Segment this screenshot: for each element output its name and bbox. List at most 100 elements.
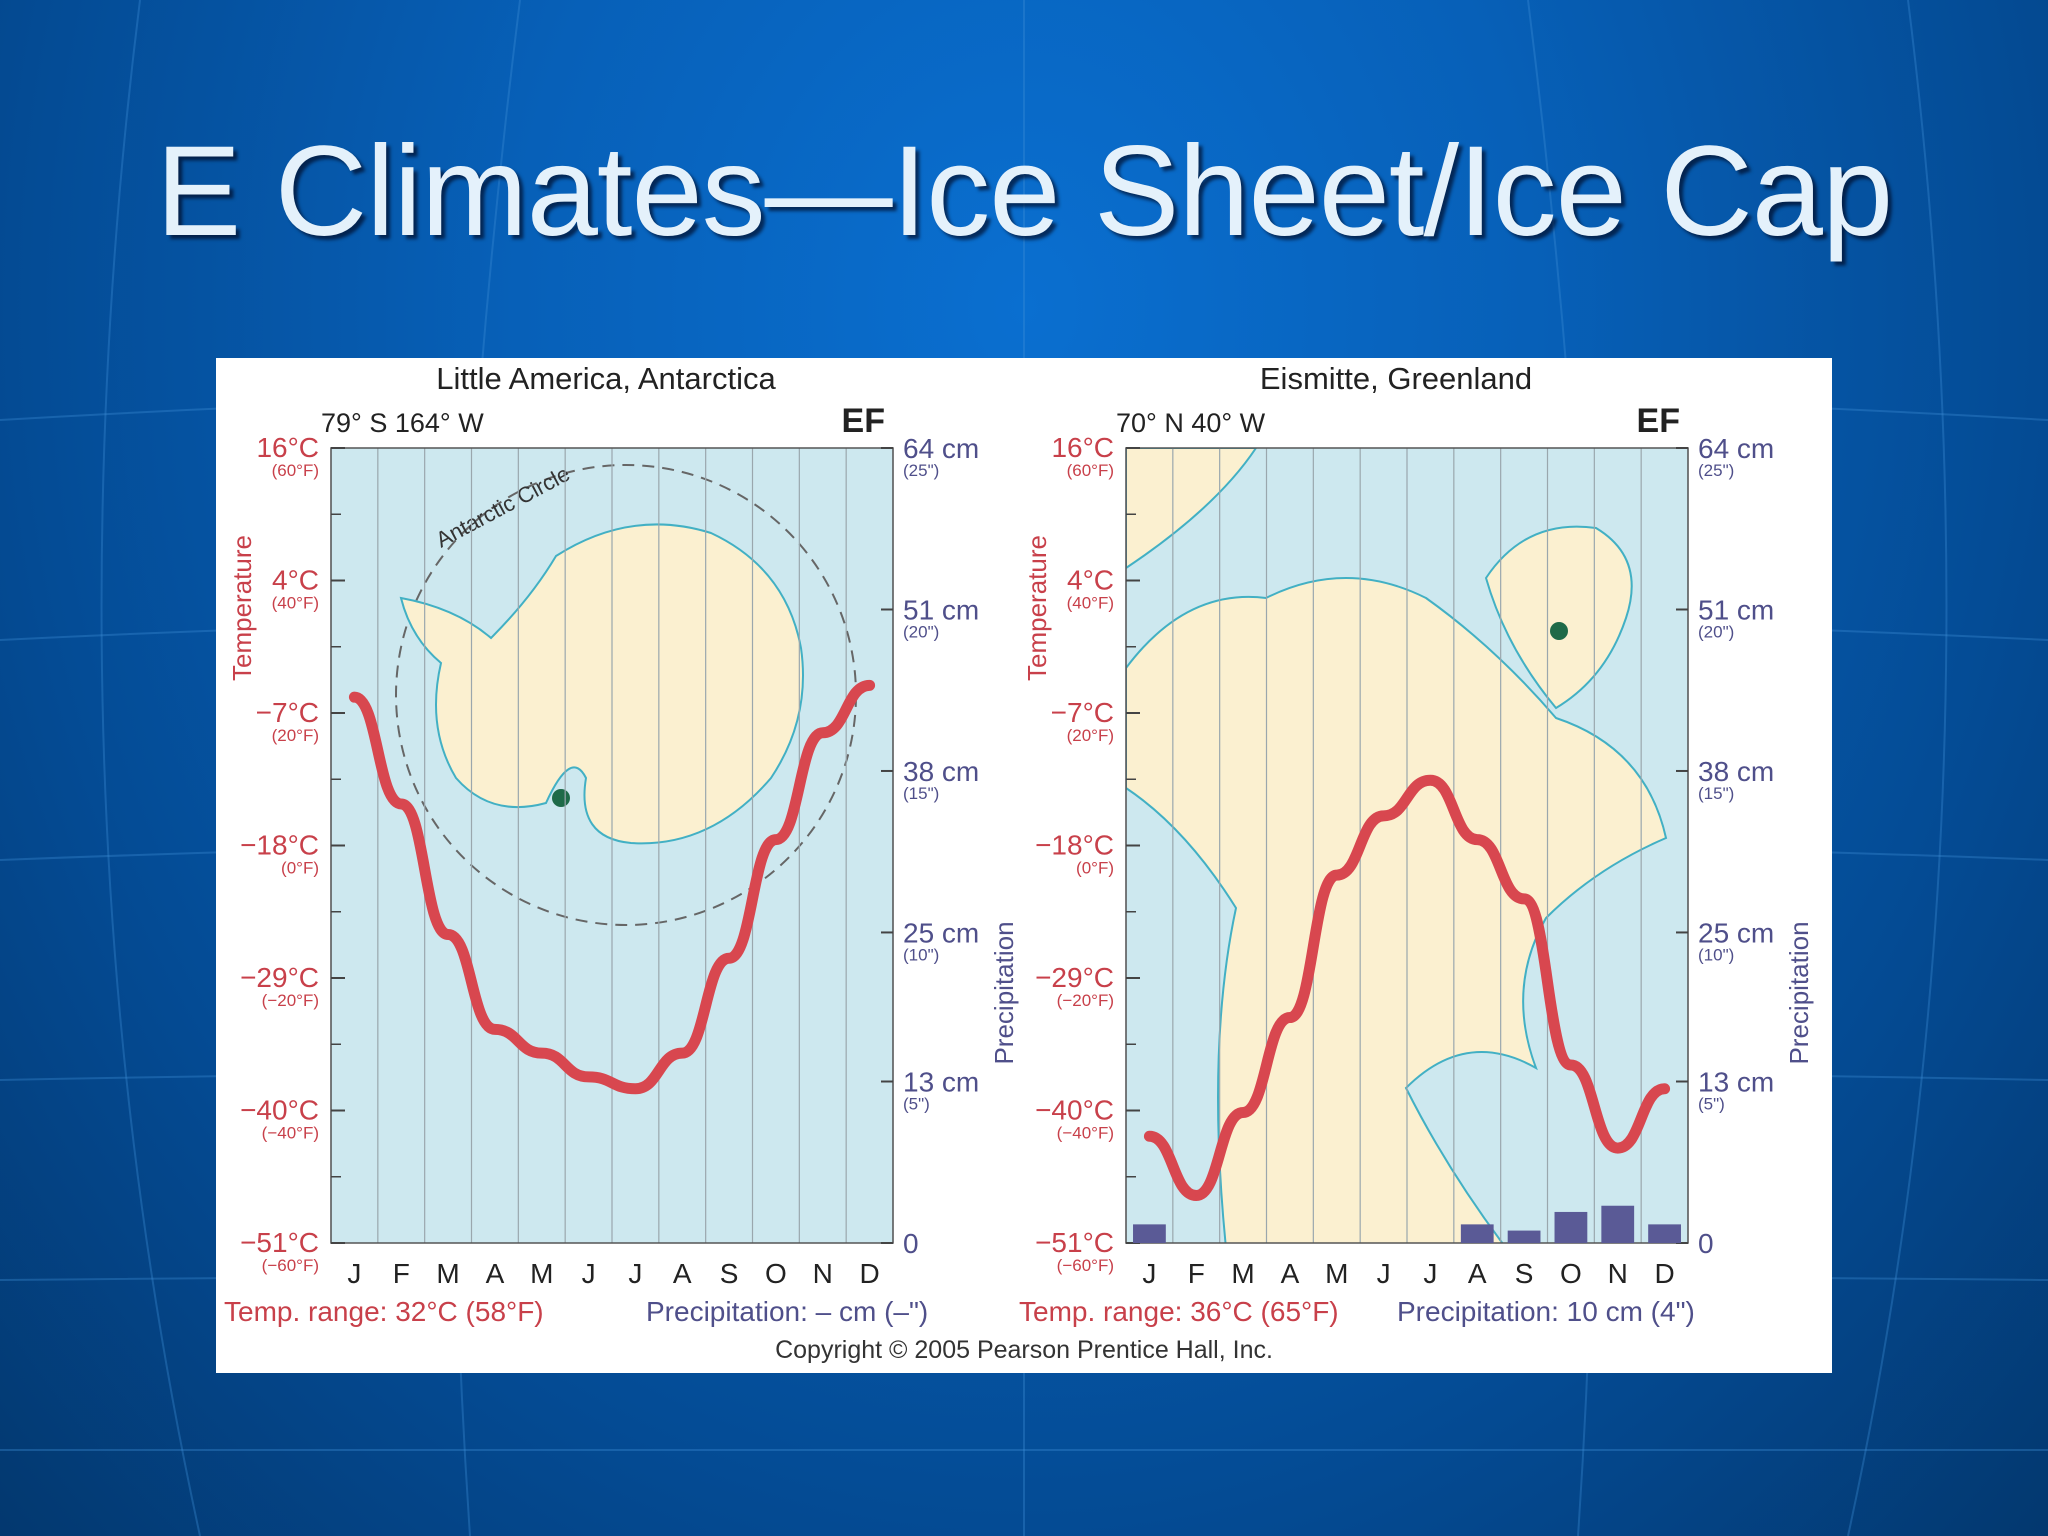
- slide-title: E Climates—Ice Sheet/Ice Cap: [155, 120, 1893, 263]
- antarctica-landmass: [399, 523, 804, 845]
- temperature-point: [1429, 779, 1432, 782]
- month-label: M: [1231, 1258, 1254, 1289]
- chart-title: Eismitte, Greenland: [1260, 361, 1532, 396]
- climograph-figure: Copyright © 2005 Pearson Prentice Hall, …: [224, 361, 1814, 1364]
- temperature-point: [353, 696, 356, 699]
- month-label: D: [1654, 1258, 1674, 1289]
- temperature-point: [587, 1075, 590, 1078]
- temp-tick-label-f: (0°F): [281, 859, 319, 878]
- temperature-line: [348, 679, 876, 1095]
- precip-tick-label-in: (15"): [1698, 784, 1734, 803]
- greenland-landmass: [1484, 525, 1633, 710]
- precip-bar: [1601, 1205, 1635, 1243]
- temp-tick-label-c: 16°C: [256, 432, 319, 463]
- precipitation-axis-title: Precipitation: [989, 921, 1019, 1064]
- precip-tick-label-cm: 64 cm: [903, 433, 979, 464]
- temp-tick-label-c: −7°C: [1051, 697, 1114, 728]
- copyright-text: Copyright © 2005 Pearson Prentice Hall, …: [775, 1336, 1273, 1364]
- precip-tick-label-cm: 0: [1698, 1228, 1714, 1259]
- chart-title: Little America, Antarctica: [436, 361, 776, 396]
- temp-tick-label-f: (−20°F): [262, 991, 319, 1010]
- precip-bar: [1507, 1230, 1541, 1243]
- station-coordinates: 70° N 40° W: [1116, 408, 1266, 438]
- temp-tick-label-f: (−40°F): [1057, 1124, 1114, 1143]
- precip-tick-label-cm: 25 cm: [1698, 917, 1774, 948]
- precip-tick-label-in: (25"): [1698, 461, 1734, 480]
- temperature-point: [1523, 897, 1526, 900]
- temperature-point: [1288, 1016, 1291, 1019]
- temp-tick-label-f: (−60°F): [262, 1256, 319, 1275]
- temp-tick-label-f: (−60°F): [1057, 1256, 1114, 1275]
- temp-tick-label-c: 4°C: [1067, 565, 1114, 596]
- month-label: A: [673, 1258, 692, 1289]
- temp-tick-label-c: −7°C: [256, 697, 319, 728]
- month-label: J: [628, 1258, 642, 1289]
- temp-tick-label-c: −40°C: [1035, 1095, 1114, 1126]
- temperature-point: [728, 957, 731, 960]
- temp-tick-label-c: −18°C: [1035, 830, 1114, 861]
- precip-bar: [1460, 1224, 1494, 1243]
- precip-tick-label-in: (5"): [903, 1095, 930, 1114]
- precipitation-axis-title-right: Precipitation: [1784, 921, 1814, 1064]
- month-label: F: [1188, 1258, 1205, 1289]
- station-marker: [552, 789, 570, 807]
- month-label: J: [582, 1258, 596, 1289]
- temp-range-text: Temp. range: 36°C (65°F): [1019, 1296, 1339, 1327]
- temp-tick-label-c: −51°C: [1035, 1227, 1114, 1258]
- month-label: M: [1325, 1258, 1348, 1289]
- precip-tick-label-cm: 25 cm: [903, 917, 979, 948]
- temperature-point: [1616, 1147, 1619, 1150]
- month-label: N: [1608, 1258, 1628, 1289]
- temperature-point: [634, 1087, 637, 1090]
- month-label: J: [1142, 1258, 1156, 1289]
- temperature-point: [774, 838, 777, 841]
- temp-tick-label-c: −29°C: [240, 962, 319, 993]
- temperature-point: [447, 933, 450, 936]
- temp-tick-label-f: (60°F): [1067, 461, 1114, 480]
- month-label: M: [436, 1258, 459, 1289]
- precip-tick-label-in: (15"): [903, 784, 939, 803]
- month-label: N: [813, 1258, 833, 1289]
- temperature-point: [868, 684, 871, 687]
- station-coordinates: 79° S 164° W: [321, 408, 484, 438]
- climograph-1: Antarctic Circle16°C(60°F)4°C(40°F)−7°C(…: [224, 361, 1019, 1327]
- month-label: D: [859, 1258, 879, 1289]
- temp-tick-label-f: (−20°F): [1057, 991, 1114, 1010]
- temp-tick-label-c: 4°C: [272, 565, 319, 596]
- precip-total-text: Precipitation: – cm (–"): [646, 1296, 928, 1327]
- month-label: A: [486, 1258, 505, 1289]
- precip-tick-label-cm: 38 cm: [1698, 756, 1774, 787]
- precip-tick-label-cm: 51 cm: [903, 594, 979, 625]
- temp-tick-label-c: −29°C: [1035, 962, 1114, 993]
- precip-tick-label-cm: 64 cm: [1698, 433, 1774, 464]
- month-label: J: [1423, 1258, 1437, 1289]
- precip-tick-label-in: (10"): [903, 945, 939, 964]
- temp-tick-label-f: (20°F): [1067, 726, 1114, 745]
- temperature-point: [1148, 1135, 1151, 1138]
- climate-code: EF: [842, 402, 885, 440]
- temperature-axis-title: Temperature: [227, 535, 257, 681]
- temperature-point: [1476, 838, 1479, 841]
- temp-tick-label-c: 16°C: [1051, 432, 1114, 463]
- temp-tick-label-f: (−40°F): [262, 1124, 319, 1143]
- temperature-point: [1195, 1194, 1198, 1197]
- precip-bar: [1648, 1224, 1681, 1243]
- temp-tick-label-f: (40°F): [272, 594, 319, 613]
- temperature-point: [493, 1028, 496, 1031]
- station-marker: [1550, 622, 1568, 640]
- precip-tick-label-in: (10"): [1698, 945, 1734, 964]
- temperature-axis-title: Temperature: [1022, 535, 1052, 681]
- precip-tick-label-in: (25"): [903, 461, 939, 480]
- month-label: O: [1560, 1258, 1582, 1289]
- climate-code: EF: [1637, 402, 1680, 440]
- month-label: F: [393, 1258, 410, 1289]
- month-label: J: [347, 1258, 361, 1289]
- climograph-2: 16°C(60°F) 4°C(40°F) −7°C(20°F) −18°C(0°F) −…: [1019, 361, 1814, 1327]
- month-label: O: [765, 1258, 787, 1289]
- month-label: A: [1281, 1258, 1300, 1289]
- temp-tick-label-f: (60°F): [272, 461, 319, 480]
- precip-tick-label-cm: 0: [903, 1228, 919, 1259]
- precip-total-text: Precipitation: 10 cm (4"): [1397, 1296, 1695, 1327]
- temperature-point: [1663, 1087, 1666, 1090]
- precip-tick-label-in: (20"): [903, 622, 939, 641]
